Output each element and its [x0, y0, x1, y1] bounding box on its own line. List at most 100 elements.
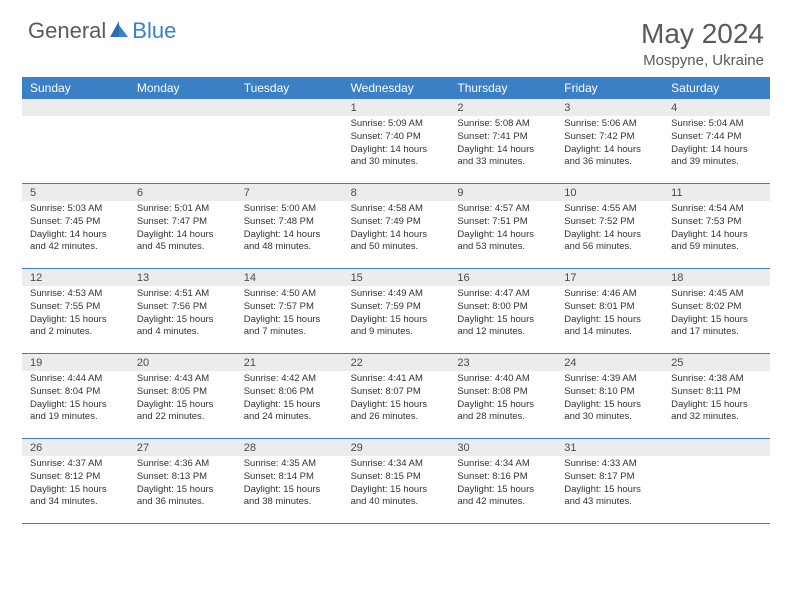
day-content-line: Sunset: 8:10 PM: [564, 386, 655, 399]
day-content-line: Daylight: 14 hours: [564, 229, 655, 242]
day-content: Sunrise: 4:49 AMSunset: 7:59 PMDaylight:…: [343, 286, 450, 343]
day-content-line: Sunrise: 4:36 AM: [137, 458, 228, 471]
day-cell: 9Sunrise: 4:57 AMSunset: 7:51 PMDaylight…: [449, 184, 556, 268]
day-content-line: Sunset: 7:42 PM: [564, 131, 655, 144]
day-cell: 2Sunrise: 5:08 AMSunset: 7:41 PMDaylight…: [449, 99, 556, 183]
week-row: 26Sunrise: 4:37 AMSunset: 8:12 PMDayligh…: [22, 439, 770, 524]
logo-text-general: General: [28, 18, 106, 44]
day-content-line: Sunrise: 4:43 AM: [137, 373, 228, 386]
day-content-line: and 12 minutes.: [457, 326, 548, 339]
week-row: 1Sunrise: 5:09 AMSunset: 7:40 PMDaylight…: [22, 99, 770, 184]
day-content-line: and 38 minutes.: [244, 496, 335, 509]
day-content-line: Daylight: 15 hours: [244, 484, 335, 497]
day-content-line: Sunrise: 4:46 AM: [564, 288, 655, 301]
day-content-line: and 22 minutes.: [137, 411, 228, 424]
day-content-line: Daylight: 15 hours: [671, 399, 762, 412]
day-content-line: Sunset: 8:07 PM: [351, 386, 442, 399]
day-content-line: and 19 minutes.: [30, 411, 121, 424]
day-content-line: and 48 minutes.: [244, 241, 335, 254]
day-content-line: Sunrise: 4:53 AM: [30, 288, 121, 301]
day-number: 22: [343, 354, 450, 371]
day-content: Sunrise: 4:39 AMSunset: 8:10 PMDaylight:…: [556, 371, 663, 428]
day-number: 26: [22, 439, 129, 456]
day-number: 20: [129, 354, 236, 371]
week-row: 12Sunrise: 4:53 AMSunset: 7:55 PMDayligh…: [22, 269, 770, 354]
day-content-line: Sunset: 8:16 PM: [457, 471, 548, 484]
day-cell: 31Sunrise: 4:33 AMSunset: 8:17 PMDayligh…: [556, 439, 663, 523]
day-number: 18: [663, 269, 770, 286]
page-title: May 2024: [641, 18, 764, 50]
day-content: Sunrise: 4:38 AMSunset: 8:11 PMDaylight:…: [663, 371, 770, 428]
day-content-line: Sunrise: 5:00 AM: [244, 203, 335, 216]
day-cell: 11Sunrise: 4:54 AMSunset: 7:53 PMDayligh…: [663, 184, 770, 268]
day-cell: 1Sunrise: 5:09 AMSunset: 7:40 PMDaylight…: [343, 99, 450, 183]
day-content-line: Sunset: 8:11 PM: [671, 386, 762, 399]
day-number: 12: [22, 269, 129, 286]
day-number: 8: [343, 184, 450, 201]
day-content-line: Daylight: 15 hours: [351, 484, 442, 497]
day-number: 5: [22, 184, 129, 201]
day-content: Sunrise: 4:36 AMSunset: 8:13 PMDaylight:…: [129, 456, 236, 513]
day-content: Sunrise: 4:37 AMSunset: 8:12 PMDaylight:…: [22, 456, 129, 513]
day-content-line: Sunrise: 5:08 AM: [457, 118, 548, 131]
day-content: Sunrise: 4:58 AMSunset: 7:49 PMDaylight:…: [343, 201, 450, 258]
day-content-line: Sunset: 7:53 PM: [671, 216, 762, 229]
day-cell: 18Sunrise: 4:45 AMSunset: 8:02 PMDayligh…: [663, 269, 770, 353]
day-number: 3: [556, 99, 663, 116]
day-content-line: Sunset: 7:59 PM: [351, 301, 442, 314]
day-cell: 7Sunrise: 5:00 AMSunset: 7:48 PMDaylight…: [236, 184, 343, 268]
day-content-line: Sunrise: 4:33 AM: [564, 458, 655, 471]
day-header: Sunday: [22, 77, 129, 99]
day-header: Saturday: [663, 77, 770, 99]
day-content-line: and 26 minutes.: [351, 411, 442, 424]
day-number: 24: [556, 354, 663, 371]
day-number: 29: [343, 439, 450, 456]
day-header: Wednesday: [343, 77, 450, 99]
day-content: Sunrise: 5:01 AMSunset: 7:47 PMDaylight:…: [129, 201, 236, 258]
day-content-line: Sunrise: 4:57 AM: [457, 203, 548, 216]
day-content-line: Daylight: 15 hours: [564, 484, 655, 497]
day-content: [22, 116, 129, 122]
day-number: 7: [236, 184, 343, 201]
day-number: 10: [556, 184, 663, 201]
day-content-line: Daylight: 15 hours: [244, 314, 335, 327]
day-content: Sunrise: 5:04 AMSunset: 7:44 PMDaylight:…: [663, 116, 770, 173]
day-content: Sunrise: 5:03 AMSunset: 7:45 PMDaylight:…: [22, 201, 129, 258]
day-content: Sunrise: 5:06 AMSunset: 7:42 PMDaylight:…: [556, 116, 663, 173]
day-number: 17: [556, 269, 663, 286]
day-cell: 21Sunrise: 4:42 AMSunset: 8:06 PMDayligh…: [236, 354, 343, 438]
day-content-line: Sunrise: 4:47 AM: [457, 288, 548, 301]
day-cell: 28Sunrise: 4:35 AMSunset: 8:14 PMDayligh…: [236, 439, 343, 523]
day-content-line: Daylight: 14 hours: [671, 144, 762, 157]
day-content-line: Sunset: 8:13 PM: [137, 471, 228, 484]
day-cell: 25Sunrise: 4:38 AMSunset: 8:11 PMDayligh…: [663, 354, 770, 438]
day-number: 11: [663, 184, 770, 201]
day-cell: 29Sunrise: 4:34 AMSunset: 8:15 PMDayligh…: [343, 439, 450, 523]
day-content-line: Sunset: 7:56 PM: [137, 301, 228, 314]
day-content-line: and 43 minutes.: [564, 496, 655, 509]
day-cell: 4Sunrise: 5:04 AMSunset: 7:44 PMDaylight…: [663, 99, 770, 183]
day-content: Sunrise: 4:51 AMSunset: 7:56 PMDaylight:…: [129, 286, 236, 343]
day-content-line: Sunrise: 4:34 AM: [457, 458, 548, 471]
day-content-line: Sunset: 8:12 PM: [30, 471, 121, 484]
day-content-line: and 30 minutes.: [564, 411, 655, 424]
day-content: Sunrise: 5:00 AMSunset: 7:48 PMDaylight:…: [236, 201, 343, 258]
day-cell: 6Sunrise: 5:01 AMSunset: 7:47 PMDaylight…: [129, 184, 236, 268]
day-content-line: Sunrise: 4:39 AM: [564, 373, 655, 386]
day-content-line: Sunset: 8:17 PM: [564, 471, 655, 484]
logo-sail-icon: [108, 19, 130, 44]
weeks-container: 1Sunrise: 5:09 AMSunset: 7:40 PMDaylight…: [22, 99, 770, 524]
day-cell: 19Sunrise: 4:44 AMSunset: 8:04 PMDayligh…: [22, 354, 129, 438]
day-number: 2: [449, 99, 556, 116]
day-number: 9: [449, 184, 556, 201]
day-content-line: Sunset: 8:14 PM: [244, 471, 335, 484]
day-header: Tuesday: [236, 77, 343, 99]
day-header: Thursday: [449, 77, 556, 99]
day-number: 25: [663, 354, 770, 371]
day-content-line: Sunset: 7:48 PM: [244, 216, 335, 229]
day-cell: 22Sunrise: 4:41 AMSunset: 8:07 PMDayligh…: [343, 354, 450, 438]
day-number: 6: [129, 184, 236, 201]
location-label: Mospyne, Ukraine: [641, 52, 764, 69]
day-number: [236, 99, 343, 116]
day-content-line: Daylight: 15 hours: [30, 399, 121, 412]
